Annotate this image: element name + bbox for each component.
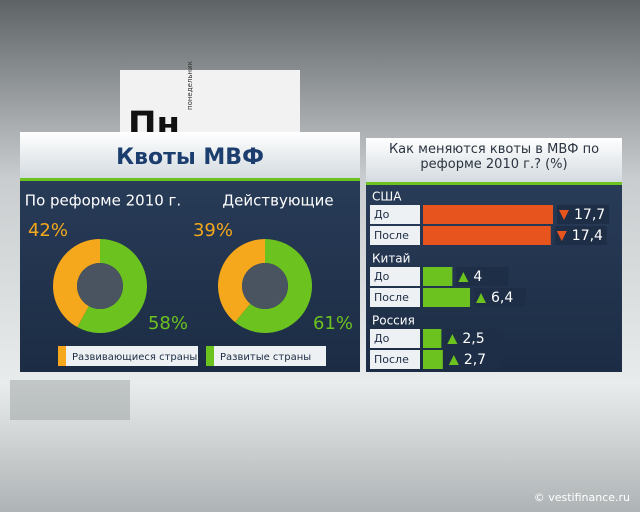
legend-swatch — [58, 346, 66, 366]
pie-value-label: 39% — [193, 220, 233, 241]
row-label-bg — [370, 329, 420, 348]
legend-label: Развивающиеся страны — [72, 352, 197, 363]
bar — [423, 226, 551, 245]
trend-up — [476, 293, 487, 303]
right-header — [366, 138, 622, 182]
watermark: © vestifinance.ru — [534, 491, 630, 504]
pie-hole — [242, 263, 288, 309]
pie-value-label: 58% — [148, 313, 188, 334]
value-bg — [554, 226, 607, 245]
pie-slice — [53, 239, 100, 328]
value-bg — [557, 205, 609, 224]
value-bg — [446, 350, 499, 369]
row-label-bg — [370, 350, 420, 369]
value-bg — [474, 288, 527, 307]
panel-title: Квоты МВФ — [116, 145, 264, 170]
row-label-bg — [370, 205, 420, 224]
bar-chart-title: Как меняются квоты в МВФ по реформе 2010… — [388, 142, 600, 172]
pie-slice — [218, 239, 265, 323]
bar — [423, 329, 442, 348]
legend-box — [206, 346, 326, 366]
pie-hole — [77, 263, 123, 309]
bar-title-box: Как меняются квоты в МВФ по реформе 2010… — [388, 142, 600, 172]
legend-swatch — [206, 346, 214, 366]
category-label: Россия — [372, 314, 415, 328]
value-bg — [445, 329, 498, 348]
trend-up — [447, 334, 458, 344]
row-label: До — [374, 208, 390, 221]
pie-slice — [235, 239, 313, 334]
row-label: После — [374, 229, 409, 242]
bar-value-label: 4 — [473, 269, 482, 285]
row-label-bg — [370, 288, 420, 307]
pie-value-label: 42% — [28, 220, 68, 241]
bar — [423, 267, 453, 286]
bar-value-label: 17,4 — [572, 228, 603, 244]
trend-down — [556, 231, 567, 241]
category-label: США — [372, 190, 402, 204]
pie-slice — [77, 239, 148, 333]
row-label: После — [374, 291, 409, 304]
bar — [423, 205, 553, 224]
bar-value-label: 2,7 — [464, 352, 486, 368]
category-label: Китай — [372, 252, 410, 266]
row-label: После — [374, 353, 409, 366]
studio-desk — [10, 380, 130, 420]
legend-box — [58, 346, 198, 366]
value-bg — [456, 267, 509, 286]
trend-up — [458, 272, 469, 282]
row-label: До — [374, 332, 390, 345]
trend-down — [559, 210, 569, 220]
studio-caption: понедельник — [186, 61, 194, 110]
trend-up — [448, 355, 459, 365]
row-label-bg — [370, 226, 420, 245]
bar-value-label: 17,7 — [574, 207, 605, 223]
bar — [423, 288, 471, 307]
row-label: До — [374, 270, 390, 283]
right-header-line — [366, 182, 622, 185]
pie-title: По реформе 2010 г. — [25, 192, 181, 210]
row-label-bg — [370, 267, 420, 286]
pie-value-label: 61% — [313, 313, 353, 334]
legend-label: Развитые страны — [220, 352, 311, 363]
bar-value-label: 2,5 — [462, 331, 484, 347]
pie-title: Действующие — [222, 192, 333, 210]
left-header-line — [20, 178, 360, 181]
bar — [423, 350, 443, 369]
left-header — [20, 132, 360, 178]
bar-value-label: 6,4 — [491, 290, 513, 306]
